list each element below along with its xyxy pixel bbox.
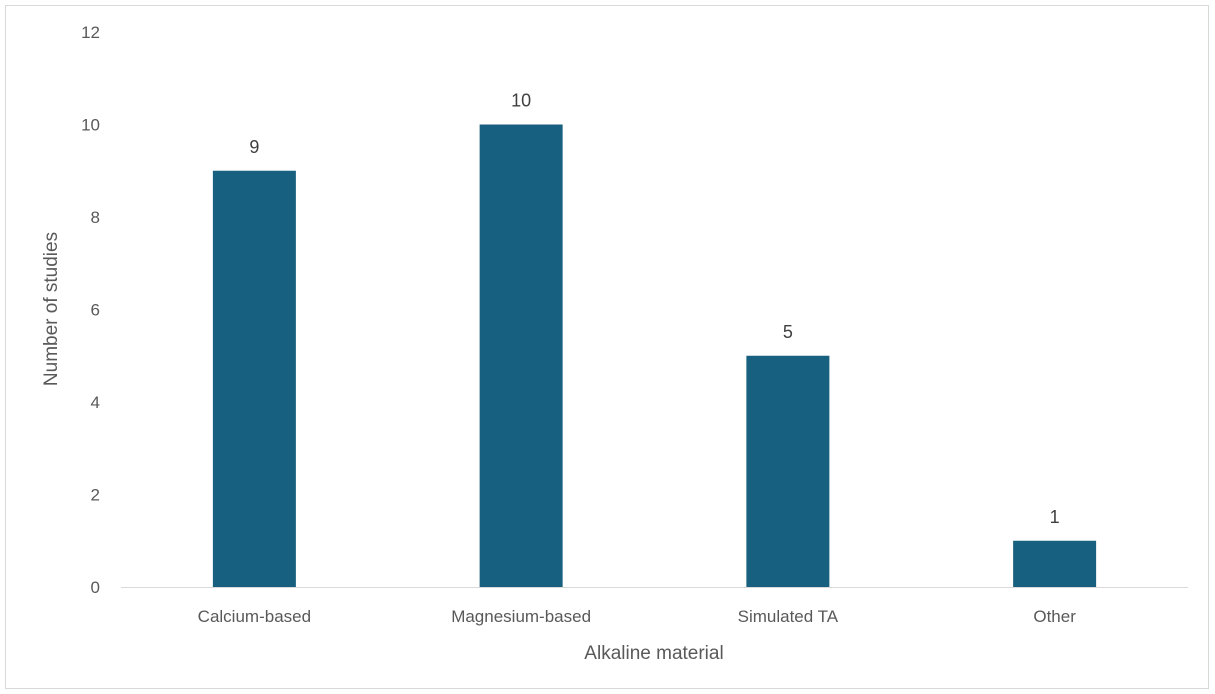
bar-simulated-ta xyxy=(746,355,830,587)
y-tick-label: 0 xyxy=(91,578,100,597)
data-label: 10 xyxy=(511,91,531,111)
y-tick-label: 10 xyxy=(81,116,100,135)
y-tick-label: 2 xyxy=(91,486,100,505)
x-tick-label: Magnesium-based xyxy=(451,607,591,626)
data-label: 1 xyxy=(1050,507,1060,527)
bar-series xyxy=(212,124,1097,587)
y-axis-title: Number of studies xyxy=(41,232,62,386)
data-label: 9 xyxy=(249,137,259,157)
bar-magnesium-based xyxy=(479,124,563,587)
y-axis-ticks: 0 2 4 6 8 10 12 xyxy=(81,23,100,597)
x-tick-label: Simulated TA xyxy=(738,607,839,626)
bar-other xyxy=(1013,540,1097,587)
data-labels: 9 10 5 1 xyxy=(249,91,1059,527)
y-tick-label: 8 xyxy=(91,208,100,227)
bar-calcium-based xyxy=(212,170,296,587)
data-label: 5 xyxy=(783,322,793,342)
x-tick-label: Calcium-based xyxy=(198,607,311,626)
y-tick-label: 6 xyxy=(91,301,100,320)
x-axis-ticks: Calcium-based Magnesium-based Simulated TA… xyxy=(198,607,1077,626)
x-axis-title: Alkaline material xyxy=(584,643,723,664)
y-tick-label: 12 xyxy=(81,23,100,42)
y-tick-label: 4 xyxy=(91,393,100,412)
x-tick-label: Other xyxy=(1033,607,1076,626)
chart-frame xyxy=(5,5,1209,689)
